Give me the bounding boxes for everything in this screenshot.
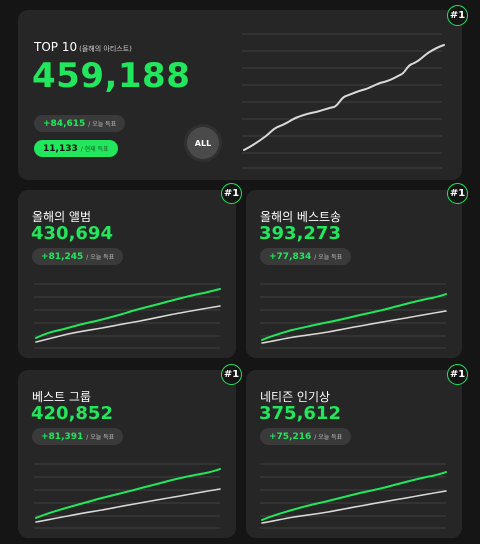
category-card-best-song[interactable]: 올해의 베스트송 393,273 +77,834 / 오늘 득표: [246, 190, 462, 358]
top10-total-votes: 459,188: [32, 56, 191, 96]
category-title: 베스트 그룹: [32, 390, 92, 404]
live-votes-label: / 현재 득표: [80, 146, 109, 153]
category-today-label: / 오늘 득표: [86, 434, 115, 441]
category-today-value: +77,834: [269, 251, 312, 262]
category-rank-badge: #1: [221, 364, 242, 385]
all-button[interactable]: ALL: [187, 127, 219, 159]
top10-trend-chart: [242, 33, 445, 169]
category-trend-chart: [34, 463, 221, 529]
category-trend-chart: [34, 283, 221, 349]
category-today-label: / 오늘 득표: [314, 254, 343, 261]
category-trend-line-total: [261, 490, 447, 524]
live-votes-value: 11,133: [43, 143, 78, 154]
category-today-label: / 오늘 득표: [314, 434, 343, 441]
category-rank-badge: #1: [447, 364, 468, 385]
category-title: 네티즌 인기상: [260, 390, 331, 404]
category-trend-line-total: [35, 305, 221, 343]
category-title: 올해의 베스트송: [260, 210, 342, 224]
category-trend-chart: [260, 463, 447, 529]
top10-card: TOP 10 (올해의 아티스트) 459,188 +84,615 / 오늘 득표…: [18, 10, 462, 180]
category-total-votes: 430,694: [31, 223, 113, 244]
category-trend-chart: [260, 283, 447, 349]
live-votes-pill: 11,133 / 현재 득표: [34, 140, 118, 157]
category-trend-line-today: [35, 288, 221, 339]
category-trend-line-total: [35, 488, 221, 523]
today-votes-pill: +84,615 / 오늘 득표: [34, 115, 126, 132]
today-votes-label: / 오늘 득표: [88, 121, 117, 128]
category-total-votes: 420,852: [31, 403, 113, 424]
category-trend-line-today: [261, 471, 447, 521]
category-today-pill: +81,391 / 오늘 득표: [32, 428, 124, 445]
category-trend-line-total: [261, 310, 447, 344]
category-today-pill: +81,245 / 오늘 득표: [32, 248, 124, 265]
category-trend-line-today: [261, 293, 447, 341]
category-trend-line-today: [35, 468, 221, 519]
category-today-value: +81,391: [41, 431, 84, 442]
category-card-best-group[interactable]: 베스트 그룹 420,852 +81,391 / 오늘 득표: [18, 370, 236, 538]
category-today-value: +81,245: [41, 251, 84, 262]
category-card-netizen[interactable]: 네티즌 인기상 375,612 +75,216 / 오늘 득표: [246, 370, 462, 538]
top10-rank-badge: #1: [447, 5, 468, 26]
category-today-value: +75,216: [269, 431, 312, 442]
category-today-pill: +75,216 / 오늘 득표: [260, 428, 352, 445]
category-title: 올해의 앨범: [32, 210, 92, 224]
category-total-votes: 375,612: [259, 403, 341, 424]
category-rank-badge: #1: [447, 183, 468, 204]
category-card-album[interactable]: 올해의 앨범 430,694 +81,245 / 오늘 득표: [18, 190, 236, 358]
top10-subtitle: (올해의 아티스트): [79, 45, 132, 53]
today-votes-value: +84,615: [43, 118, 86, 129]
top10-title: TOP 10 (올해의 아티스트): [34, 40, 132, 54]
category-today-label: / 오늘 득표: [86, 254, 115, 261]
top10-trend-line: [243, 44, 445, 151]
category-today-pill: +77,834 / 오늘 득표: [260, 248, 352, 265]
category-rank-badge: #1: [221, 183, 242, 204]
category-total-votes: 393,273: [259, 223, 341, 244]
